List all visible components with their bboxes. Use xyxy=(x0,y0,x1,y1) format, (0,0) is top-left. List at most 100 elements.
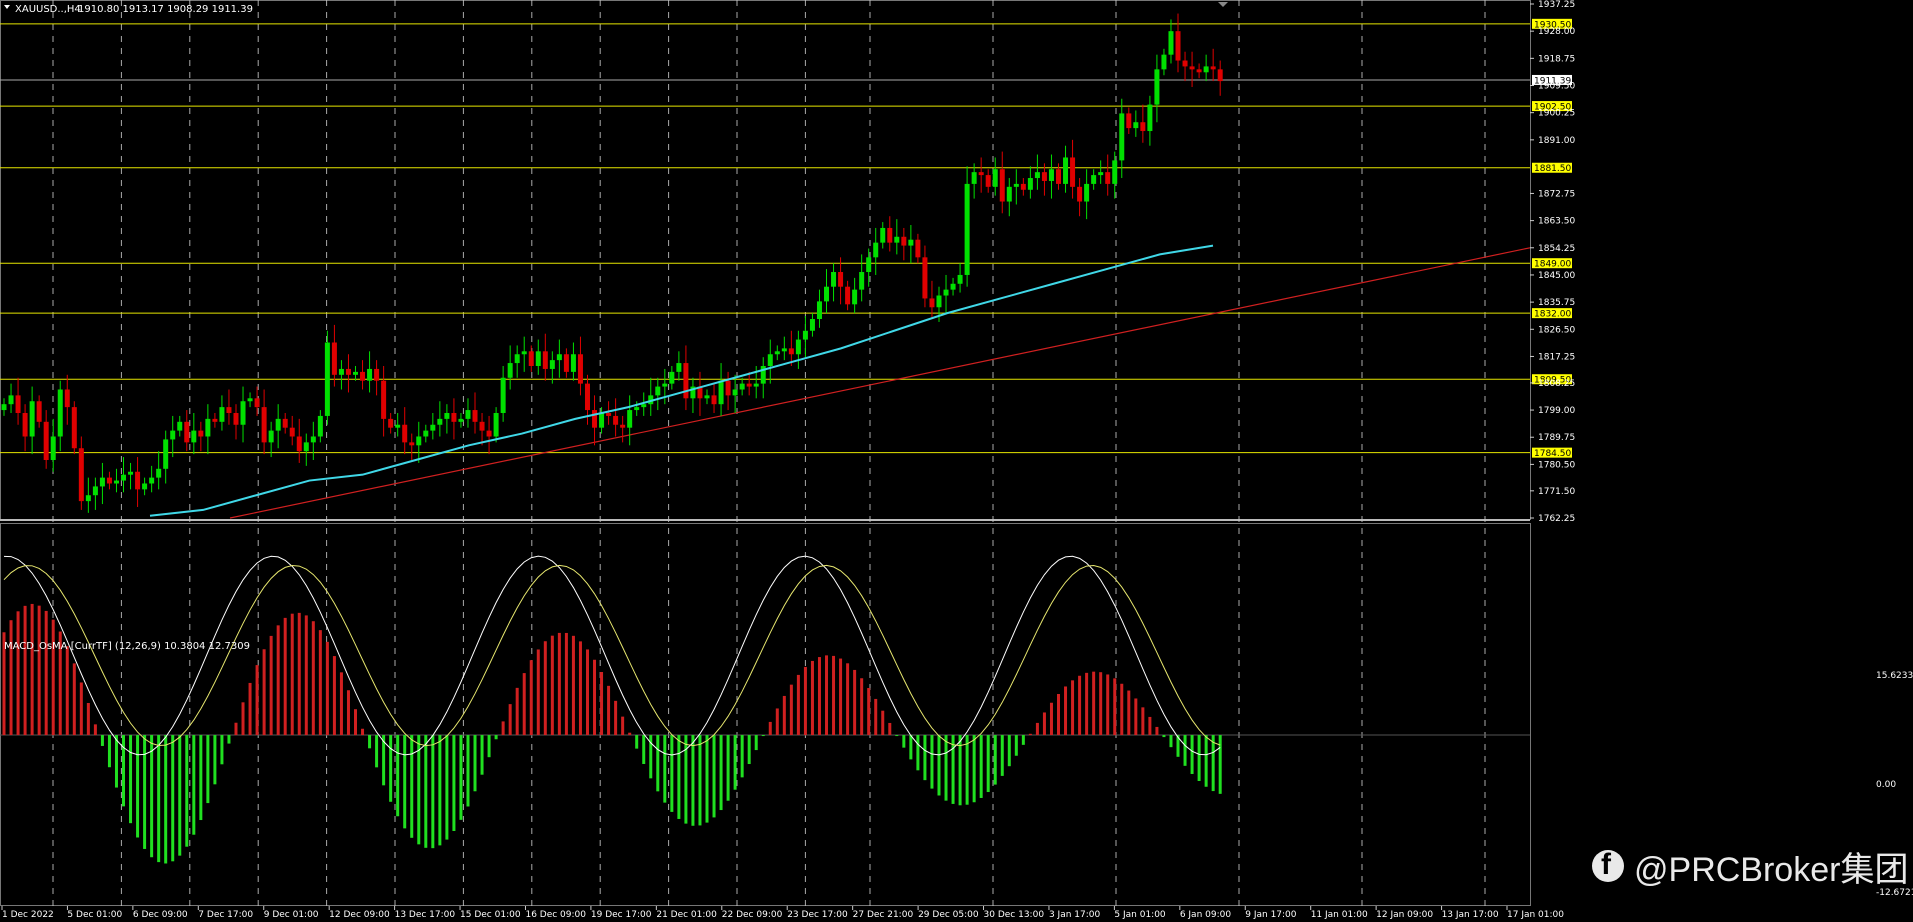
x-tick-label: 6 Jan 09:00 xyxy=(1180,910,1232,920)
y-tick-label: 1891.00 xyxy=(1538,136,1575,146)
price-level-tag xyxy=(1532,162,1572,173)
candle-body xyxy=(261,407,267,443)
y-tick-label: 1799.00 xyxy=(1538,406,1575,416)
candle-body xyxy=(36,401,42,422)
candle-body xyxy=(22,412,28,437)
macd-histogram-bar xyxy=(1176,735,1180,757)
macd-histogram-bar xyxy=(276,625,280,736)
x-tick-label: 13 Dec 17:00 xyxy=(395,910,456,920)
candle-body xyxy=(620,424,626,428)
macd-histogram-bar xyxy=(375,735,379,768)
candle-body xyxy=(788,348,794,355)
candle-body xyxy=(135,471,141,490)
candle-body xyxy=(1126,113,1132,129)
macd-histogram-bar xyxy=(782,695,786,736)
candle-body xyxy=(887,227,893,243)
dropdown-arrow-icon[interactable] xyxy=(4,5,10,9)
x-tick-label: 15 Dec 01:00 xyxy=(460,910,521,920)
price-level-tag xyxy=(1532,258,1572,269)
macd-histogram-bar xyxy=(825,655,829,736)
price-level-tag xyxy=(1532,374,1572,385)
x-tick-label: 9 Jan 17:00 xyxy=(1245,910,1297,920)
candle-body xyxy=(416,436,422,446)
macd-histogram-bar xyxy=(853,669,857,736)
macd-histogram-bar xyxy=(515,687,519,736)
macd-histogram-bar xyxy=(550,635,554,736)
candle-body xyxy=(950,283,956,290)
macd-histogram-bar xyxy=(150,735,154,858)
candle-body xyxy=(964,183,970,275)
candle-body xyxy=(1119,113,1125,161)
candle-body xyxy=(29,401,35,437)
x-tick-label: 22 Dec 09:00 xyxy=(722,910,783,920)
current-price-tag xyxy=(1532,74,1572,85)
macd-histogram-bar xyxy=(1000,735,1004,776)
macd-histogram-bar xyxy=(122,735,126,807)
ohlc-readout: 1910.80 1913.17 1908.29 1911.39 xyxy=(78,4,253,15)
macd-histogram-bar xyxy=(452,735,456,831)
candle-body xyxy=(943,289,949,296)
candle-body xyxy=(423,430,429,437)
candle-body xyxy=(121,474,127,481)
y-tick-label: 1909.50 xyxy=(1538,82,1575,92)
macd-histogram-bar xyxy=(846,663,850,736)
candle-body xyxy=(360,371,366,381)
x-tick-label: 12 Jan 09:00 xyxy=(1376,910,1433,920)
macd-histogram-bar xyxy=(747,735,751,765)
macd-histogram-bar xyxy=(44,610,48,736)
price-level-tag xyxy=(1532,308,1572,319)
trendlines[interactable] xyxy=(229,247,1531,519)
x-tick-label: 7 Dec 17:00 xyxy=(198,910,253,920)
candle-body xyxy=(669,371,675,384)
y-tick-label: 1928.00 xyxy=(1538,27,1575,37)
macd-histogram-bar xyxy=(557,632,561,736)
macd-histogram-bar xyxy=(473,735,477,792)
candle-body xyxy=(310,436,316,443)
x-tick-label: 27 Dec 21:00 xyxy=(853,910,914,920)
macd-histogram-bar xyxy=(262,649,266,736)
price-level-tag xyxy=(1532,18,1572,29)
candle-body xyxy=(915,239,921,258)
macd-histogram-bar xyxy=(1028,733,1032,736)
candle-body xyxy=(528,351,534,367)
candle-body xyxy=(493,412,499,437)
macd-histogram-bar xyxy=(255,665,259,736)
macd-histogram-bar xyxy=(789,684,793,736)
candle-body xyxy=(774,351,780,355)
candle-body xyxy=(866,257,872,273)
macd-histogram-bar xyxy=(1148,716,1152,736)
x-tick-label: 16 Dec 09:00 xyxy=(525,910,586,920)
candle-body xyxy=(845,286,851,305)
macd-histogram-bar xyxy=(621,716,625,736)
candle-body xyxy=(184,421,190,443)
macd-histogram-bar xyxy=(944,735,948,801)
macd-histogram-bar xyxy=(157,735,161,863)
candle-body xyxy=(1175,31,1181,61)
macd-histogram-bar xyxy=(761,735,765,737)
macd-histogram-bar xyxy=(810,660,814,736)
macd-histogram-bar xyxy=(698,735,702,826)
macd-panel-frame xyxy=(0,523,1531,906)
candle-body xyxy=(296,436,302,452)
macd-histogram-bar xyxy=(649,735,653,779)
facebook-icon: f xyxy=(1592,848,1624,882)
candle-body xyxy=(226,407,232,413)
macd-histogram-bar xyxy=(1127,690,1131,736)
candle-body xyxy=(1034,172,1040,179)
candle-body xyxy=(282,418,288,428)
macd-histogram-bar xyxy=(1197,735,1201,782)
y-tick-label: 1826.50 xyxy=(1538,325,1575,335)
macd-histogram-bar xyxy=(705,735,709,823)
grid xyxy=(0,0,1531,906)
macd-histogram-bar xyxy=(459,735,463,820)
macd-histogram-bar xyxy=(916,735,920,771)
candle-body xyxy=(486,430,492,437)
axes: 1937.25 1928.00 1918.75 1909.50 1900.25 1891.… xyxy=(1,0,1575,920)
candle-body xyxy=(1217,69,1223,82)
candle-body xyxy=(1210,66,1216,70)
candle-body xyxy=(1182,60,1188,67)
candle-body xyxy=(1063,157,1069,184)
candle-body xyxy=(542,351,548,369)
candle-body xyxy=(683,363,689,399)
